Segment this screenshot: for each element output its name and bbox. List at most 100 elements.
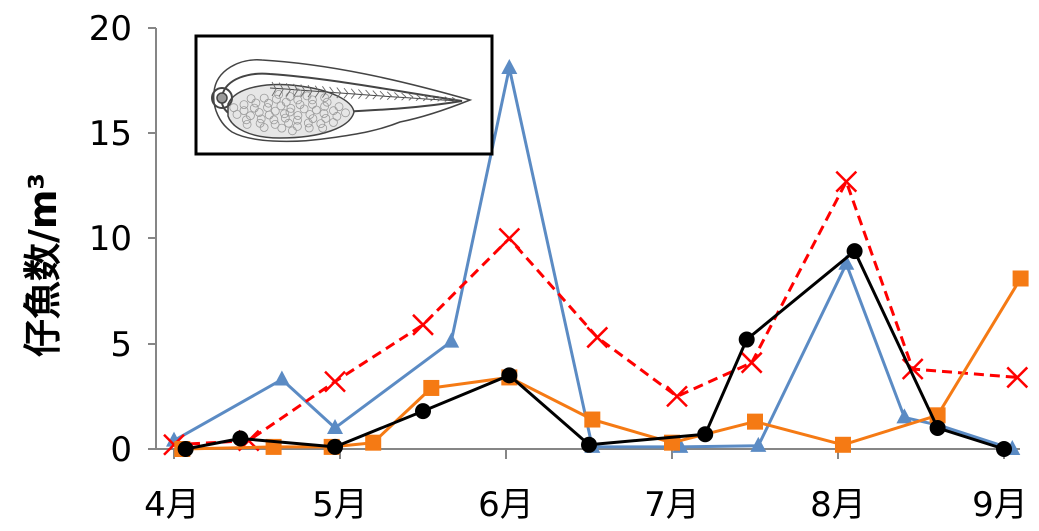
y-ticks: [148, 27, 156, 450]
data-point: [501, 58, 518, 74]
data-point: [1006, 366, 1029, 389]
yolk-cell: [249, 103, 259, 113]
data-point: [846, 243, 863, 260]
data-point: [838, 254, 855, 270]
myomere: [293, 83, 299, 97]
data-point: [740, 351, 763, 374]
myomere: [329, 86, 335, 99]
myomere: [394, 92, 400, 101]
data-point: [996, 441, 1012, 457]
yolk-cell: [320, 102, 330, 111]
x-tick-label: 5月: [312, 485, 368, 525]
y-tick-label: 10: [89, 219, 132, 259]
yolk-cell: [319, 109, 329, 118]
data-point: [896, 408, 913, 424]
data-point: [327, 438, 344, 455]
yolk-cell: [293, 111, 303, 120]
data-point: [929, 419, 946, 436]
y-tick-label: 5: [110, 325, 132, 365]
data-point: [498, 227, 521, 250]
data-point: [327, 418, 344, 434]
data-point: [584, 411, 601, 428]
yolk-cell: [295, 100, 305, 109]
yolk-cell: [269, 115, 279, 125]
yolk-cell: [322, 97, 332, 107]
yolk-cell: [242, 120, 252, 129]
myomere: [336, 87, 342, 99]
yolk-cell: [229, 103, 239, 113]
yolk-cell: [303, 118, 313, 128]
yolk-cell: [286, 104, 296, 113]
myomere: [379, 90, 385, 100]
data-point: [581, 436, 597, 453]
myomere: [430, 95, 436, 102]
x-tick-label: 6月: [478, 485, 534, 525]
myomere: [358, 89, 363, 100]
yolk-cell: [277, 123, 287, 133]
x-tick-label: 4月: [144, 485, 200, 525]
yolk-cell: [292, 122, 302, 131]
yolk-texture: [229, 88, 350, 136]
x-tick-label: 7月: [644, 485, 700, 525]
data-point: [1012, 270, 1029, 287]
data-point: [443, 332, 460, 348]
myomere: [322, 86, 327, 98]
data-point: [738, 331, 755, 348]
yolk-cell: [270, 120, 280, 129]
myomere: [408, 93, 414, 101]
data-point: [415, 403, 431, 420]
yolk-cell: [270, 106, 280, 116]
myomere: [372, 90, 378, 100]
yolk-cell: [293, 115, 302, 125]
series-line: [182, 277, 1022, 451]
myomere: [300, 84, 306, 98]
yolk-cell: [263, 103, 272, 112]
x-tick-label: 9月: [972, 485, 1028, 525]
x-tick-label: 8月: [810, 485, 866, 525]
data-point: [586, 326, 609, 349]
yolk-cell: [254, 108, 264, 117]
data-point: [747, 413, 763, 430]
y-tick-label: 20: [89, 9, 132, 49]
myomere: [314, 85, 320, 98]
myomere: [386, 91, 392, 101]
myomere: [286, 82, 291, 97]
y-tick-label: 0: [110, 430, 132, 470]
yolk-cell: [280, 113, 290, 123]
myomere: [271, 81, 277, 97]
myomere: [401, 92, 407, 101]
yolk-cell: [292, 88, 302, 98]
data-point: [232, 430, 249, 447]
yolk-cell: [285, 107, 295, 117]
yolk-cell: [259, 123, 269, 132]
myomere: [444, 96, 450, 102]
data-point: [365, 434, 382, 451]
yolk-cell: [341, 108, 350, 118]
yolk-cell: [239, 106, 249, 115]
yolk-cell: [316, 119, 326, 128]
yolk-cell: [274, 90, 284, 99]
myomere: [422, 94, 428, 102]
myomere: [278, 82, 284, 97]
series-square: [174, 270, 1029, 457]
yolk-cell: [304, 123, 314, 133]
myomere: [365, 89, 371, 100]
data-point: [501, 367, 518, 384]
series-circle: [177, 243, 1012, 457]
yolk-cell: [251, 98, 261, 108]
yolk-cell: [256, 114, 266, 124]
yolk-cell: [293, 95, 303, 105]
yolk-cell: [302, 91, 312, 101]
myomere: [307, 84, 313, 98]
myomere: [451, 96, 457, 103]
series-line: [173, 66, 1013, 451]
yolk-cell: [318, 123, 328, 133]
data-point: [750, 436, 767, 452]
data-point: [834, 436, 851, 453]
yolk-cell: [308, 99, 317, 109]
myomere-lines: [271, 81, 457, 103]
y-axis-label: 仔魚数/m³: [21, 173, 65, 357]
data-point: [324, 370, 346, 393]
series-line: [173, 180, 1018, 447]
